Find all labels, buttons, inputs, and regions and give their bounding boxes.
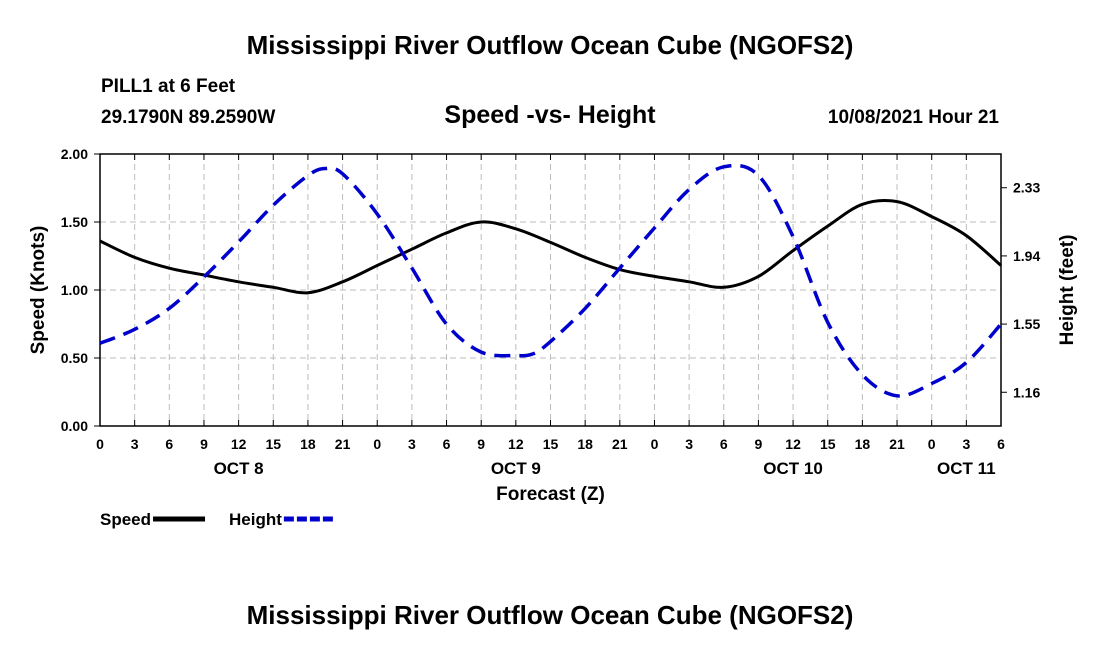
x-tick-label: 18 [300,436,316,452]
axes-layer: 0 3 6 9 12 15 18 21 0 3 6 9 12 15 18 21 0 3 6 9 12 15 18 21 0 3 6 0… [28,146,1078,505]
x-tick-label: 18 [577,436,593,452]
y-right-tick-label: 2.33 [1013,180,1040,196]
x-tick-label: 6 [720,436,728,452]
x-tick-label: 15 [543,436,559,452]
x-tick-label: 6 [165,436,173,452]
day-label: OCT 9 [491,459,541,478]
x-tick-label: 9 [477,436,485,452]
y-right-tick-label: 1.55 [1013,316,1040,332]
x-tick-label: 6 [997,436,1005,452]
x-axis-title: Forecast (Z) [496,484,605,505]
y-tick-label: 1.50 [61,214,88,230]
x-tick-label: 6 [443,436,451,452]
y-axis-title: Speed (Knots) [28,226,49,355]
x-tick-label: 21 [612,436,628,452]
x-tick-label: 3 [685,436,693,452]
x-tick-label: 0 [928,436,936,452]
x-tick-label: 21 [889,436,905,452]
grid-layer [100,154,1001,426]
x-tick-label: 21 [335,436,351,452]
series-layer [99,163,1003,398]
y-right-axis-title: Height (feet) [1057,235,1078,346]
y-right-tick-label: 1.94 [1013,248,1040,264]
y-right-tick-label: 1.16 [1013,384,1040,400]
legend: Speed Height [100,510,336,529]
series-line-height [99,163,1003,398]
coordinates-label: 29.1790N 89.2590W [101,107,276,128]
x-tick-label: 0 [373,436,381,452]
bottom-title: Mississippi River Outflow Ocean Cube (NG… [246,600,854,630]
page-title: Mississippi River Outflow Ocean Cube (NG… [246,30,854,60]
x-tick-label: 3 [408,436,416,452]
legend-label-speed: Speed [100,510,151,529]
station-label: PILL1 at 6 Feet [101,76,236,97]
x-tick-label: 3 [962,436,970,452]
series-line-speed [99,198,1002,295]
y-tick-label: 2.00 [61,146,88,162]
chart: 0 3 6 9 12 15 18 21 0 3 6 9 12 15 18 21 0 3 6 9 12 15 18 21 0 3 6 0… [28,146,1078,529]
y-tick-label: 1.00 [61,282,88,298]
day-label: OCT 8 [214,459,264,478]
y-tick-label: 0.00 [61,418,88,434]
x-tick-label: 15 [820,436,836,452]
x-tick-label: 3 [131,436,139,452]
x-tick-label: 12 [231,436,247,452]
datetime-label: 10/08/2021 Hour 21 [827,107,999,128]
x-tick-label: 12 [785,436,801,452]
day-label: OCT 10 [763,459,823,478]
chart-title: Speed -vs- Height [444,101,656,129]
x-tick-label: 9 [755,436,763,452]
x-tick-label: 15 [265,436,281,452]
x-tick-label: 0 [96,436,104,452]
x-tick-label: 12 [508,436,524,452]
x-tick-label: 0 [651,436,659,452]
y-tick-label: 0.50 [61,350,88,366]
legend-label-height: Height [229,510,282,529]
day-label: OCT 11 [937,459,996,478]
x-tick-label: 18 [855,436,871,452]
x-tick-label: 9 [200,436,208,452]
